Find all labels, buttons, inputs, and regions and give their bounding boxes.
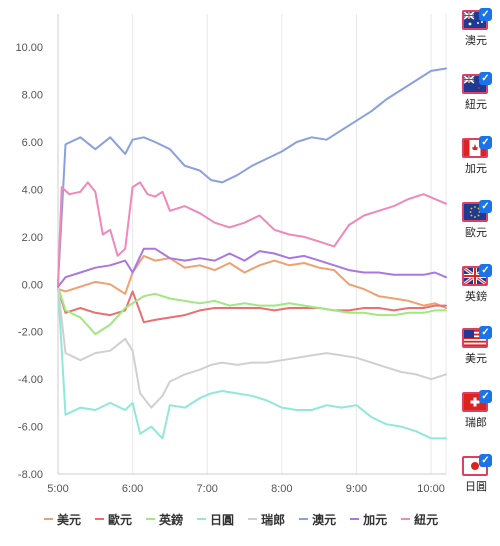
currency-label: 歐元 [465, 227, 487, 239]
y-tick-label: 10.00 [15, 42, 43, 54]
legend-item[interactable]: 日圓 [197, 511, 234, 528]
series-line-5 [57, 67, 447, 286]
currency-toggle[interactable]: ✓ 英鎊 [455, 264, 497, 314]
legend-label: 美元 [57, 512, 82, 527]
currency-toggle[interactable]: ✓ 加元 [455, 136, 497, 186]
series-line-3 [57, 285, 447, 440]
y-tick-label: 4.00 [22, 184, 43, 196]
x-tick-label: 10:00 [417, 483, 445, 495]
legend-item[interactable]: 歐元 [95, 511, 132, 528]
legend-item[interactable]: 瑞郎 [248, 511, 285, 528]
y-tick-label: 0.00 [22, 279, 43, 291]
y-tick-label: 8.00 [22, 90, 43, 102]
series-line-7 [57, 181, 447, 286]
legend-swatch [146, 518, 156, 520]
currency-toggle[interactable]: ✓ 美元 [455, 326, 497, 376]
legend-swatch [248, 518, 258, 520]
checkbox-checked-icon[interactable]: ✓ [479, 8, 492, 21]
y-tick-label: 6.00 [22, 137, 43, 149]
legend-swatch [350, 518, 360, 520]
checkbox-checked-icon[interactable]: ✓ [479, 136, 492, 149]
currency-toggle[interactable]: ✓ 歐元 [455, 200, 497, 250]
currency-label: 美元 [465, 353, 487, 365]
currency-label: 英鎊 [465, 291, 487, 303]
checkbox-checked-icon[interactable]: ✓ [479, 264, 492, 277]
legend-item[interactable]: 加元 [350, 511, 387, 528]
legend-item[interactable]: 澳元 [299, 511, 336, 528]
checkbox-checked-icon[interactable]: ✓ [479, 454, 492, 467]
series-line-0 [57, 254, 447, 309]
currency-label: 澳元 [465, 35, 487, 47]
legend-label: 加元 [363, 512, 388, 527]
legend-label: 紐元 [414, 512, 439, 527]
checkbox-checked-icon[interactable]: ✓ [479, 326, 492, 339]
currency-toggle[interactable]: ✓ 紐元 [455, 72, 497, 122]
checkbox-checked-icon[interactable]: ✓ [479, 72, 492, 85]
checkbox-checked-icon[interactable]: ✓ [479, 390, 492, 403]
y-tick-label: -8.00 [18, 469, 43, 481]
legend-label: 澳元 [312, 512, 337, 527]
x-tick-label: 9:00 [346, 483, 367, 495]
legend-swatch [197, 518, 207, 520]
currency-label: 瑞郎 [465, 417, 487, 429]
legend-swatch [299, 518, 309, 520]
y-tick-label: -4.00 [18, 374, 43, 386]
currency-label: 加元 [465, 163, 487, 175]
chart-legend: 美元 歐元 英鎊 日圓 瑞郎 澳元 加元 紐元 [44, 509, 444, 529]
currency-toggle[interactable]: ✓ 澳元 [455, 8, 497, 58]
currency-toggle[interactable]: ✓ 日圓 [455, 454, 497, 504]
checkbox-checked-icon[interactable]: ✓ [479, 200, 492, 213]
legend-label: 歐元 [108, 512, 133, 527]
y-tick-label: 2.00 [22, 232, 43, 244]
legend-swatch [401, 518, 411, 520]
legend-label: 英鎊 [159, 512, 184, 527]
x-tick-label: 8:00 [271, 483, 292, 495]
series-line-1 [57, 288, 447, 324]
legend-swatch [95, 518, 105, 520]
series-line-6 [57, 247, 447, 288]
legend-item[interactable]: 美元 [44, 511, 81, 528]
currency-label: 紐元 [465, 99, 487, 111]
x-tick-label: 7:00 [197, 483, 218, 495]
currency-toggle[interactable]: ✓ 瑞郎 [455, 390, 497, 440]
y-tick-label: -2.00 [18, 327, 43, 339]
currency-label: 日圓 [465, 481, 487, 493]
x-tick-label: 5:00 [47, 483, 68, 495]
series-line-2 [57, 285, 447, 336]
series-line-4 [57, 285, 447, 409]
legend-label: 日圓 [210, 512, 235, 527]
x-tick-label: 6:00 [122, 483, 143, 495]
legend-item[interactable]: 紐元 [401, 511, 438, 528]
legend-item[interactable]: 英鎊 [146, 511, 183, 528]
y-tick-label: -6.00 [18, 422, 43, 434]
legend-swatch [44, 518, 53, 520]
legend-label: 瑞郎 [261, 512, 286, 527]
